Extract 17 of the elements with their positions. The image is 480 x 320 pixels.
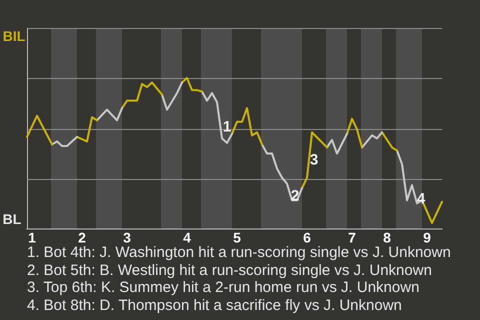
text: 2. Bot 5th: B. Westling hit a run-scoring single vs J. Unknown [27, 262, 433, 279]
x-tick-label: 3 [123, 229, 132, 246]
x-tick-label: 9 [423, 229, 432, 246]
annotation: 1 [222, 118, 232, 136]
x-tick-label: 2 [78, 229, 86, 246]
text: BIL [2, 28, 26, 44]
annotation: 3 [310, 152, 318, 168]
x-tick-label: 5 [233, 229, 242, 246]
text: 4. Bot 8th: D. Thompson hit a sacrifice fly vs J. Unknown [27, 296, 403, 314]
text: BL [2, 211, 22, 227]
x-tick-label: 4 [183, 229, 192, 246]
text: 3. Top 6th: K. Summey hit a 2-run home run vs J. Unknown [27, 279, 420, 296]
x-tick-label: 7 [348, 229, 356, 246]
x-tick-label: 6 [303, 229, 312, 246]
x-tick-label: 1 [28, 229, 36, 246]
text: 1. Bot 4th: J. Washington hit a run-scoring single vs J. Unknown [27, 244, 451, 262]
x-tick-label: 8 [383, 229, 392, 246]
